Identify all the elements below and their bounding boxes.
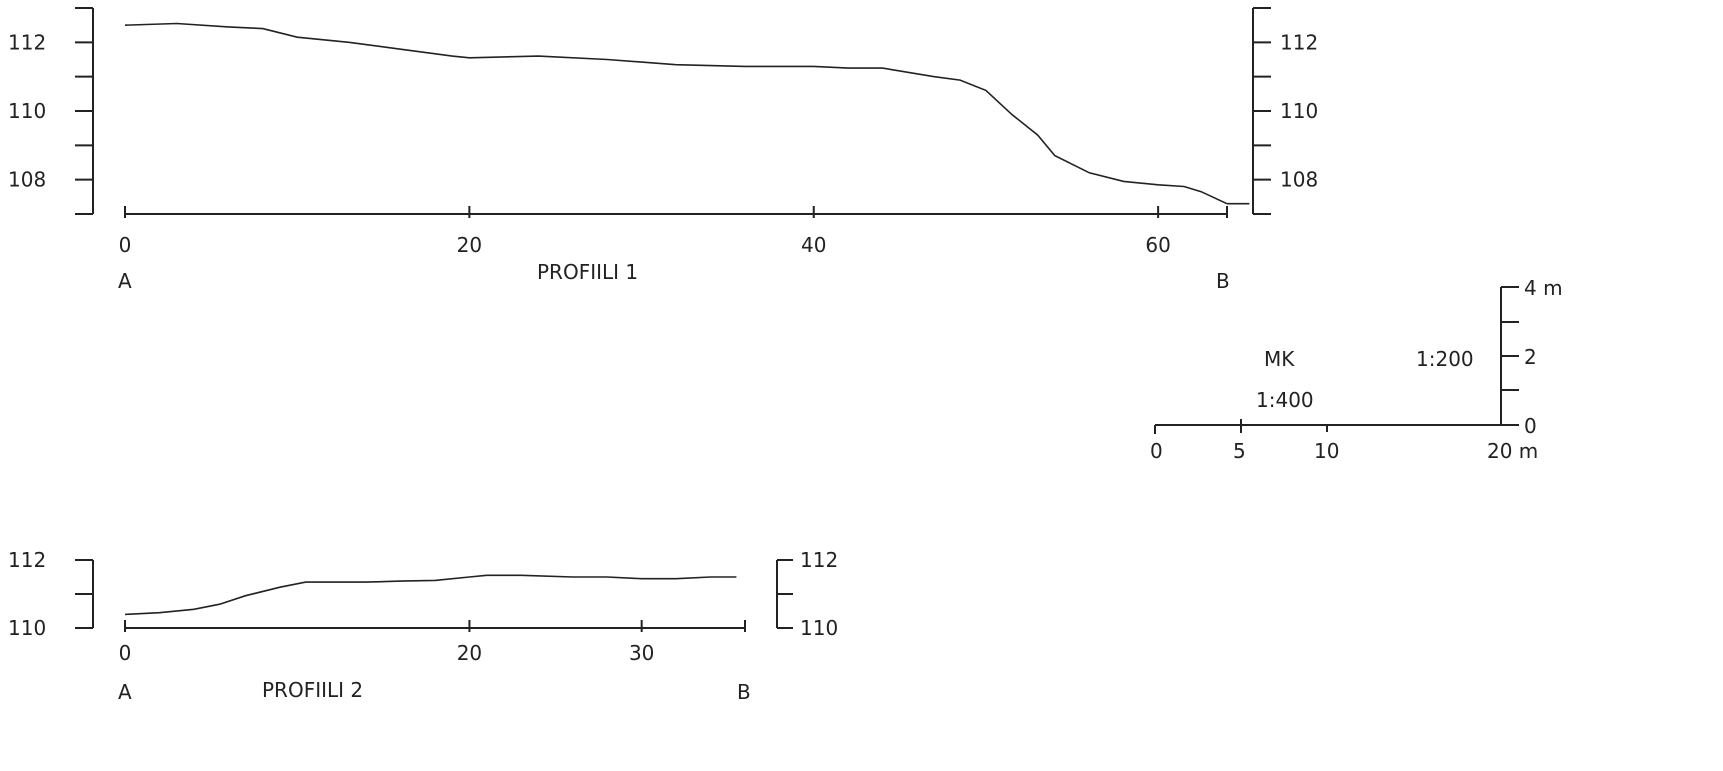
profile-1-right-elevation-axis: 108 110 112 [1252, 7, 1318, 215]
profile-1-start-label: A [118, 269, 132, 293]
profile-1-left-y-tick-label: 108 [8, 168, 46, 192]
profile-2: 110 112 110 112 0 20 30 A B PROFIILI 2 [8, 548, 838, 704]
profile-2-right-y-tick-label: 110 [800, 616, 838, 640]
scale-h-tick-label: 5 [1233, 439, 1246, 463]
profile-1-left-y-tick-label: 110 [8, 99, 46, 123]
profile-2-start-label: A [118, 680, 132, 704]
scale-horizontal-ratio: 1:400 [1256, 388, 1314, 412]
profile-1: 108 110 112 108 110 112 0 20 40 60 A B PROFIILI… [8, 7, 1318, 293]
profile-1-right-y-tick-label: 112 [1280, 30, 1318, 54]
profile-1-end-label: B [1216, 269, 1230, 293]
profile-2-distance-axis: 0 20 30 [119, 620, 746, 665]
profile-2-x-tick-label: 0 [119, 641, 132, 665]
profile-1-line [124, 22, 1228, 205]
profile-2-left-elevation-axis: 110 112 [8, 548, 94, 640]
profile-2-left-y-tick-label: 112 [8, 548, 46, 572]
scale-h-tick-label: 20 m [1487, 439, 1538, 463]
profile-2-end-label: B [737, 680, 751, 704]
profile-1-distance-axis: 0 20 40 60 [119, 206, 1228, 257]
scale-h-tick-label: 10 [1314, 439, 1339, 463]
profile-2-x-tick-label: 20 [457, 641, 482, 665]
profile-1-x-tick-label: 40 [801, 233, 826, 257]
profile-2-line [124, 574, 737, 616]
profile-1-x-tick-label: 60 [1145, 233, 1170, 257]
scale-title: MK [1264, 347, 1295, 371]
profile-2-title: PROFIILI 2 [262, 678, 363, 702]
scale-v-tick-label: 2 [1524, 345, 1537, 369]
scale-vertical-ratio: 1:200 [1416, 347, 1474, 371]
profile-2-right-elevation-axis: 110 112 [776, 548, 838, 640]
profile-1-x-tick-label: 20 [457, 233, 482, 257]
profile-1-title: PROFIILI 1 [537, 260, 638, 284]
profile-1-right-y-tick-label: 108 [1280, 168, 1318, 192]
profile-2-left-y-tick-label: 110 [8, 616, 46, 640]
profile-1-right-y-tick-label: 110 [1280, 99, 1318, 123]
profile-1-left-elevation-axis: 108 110 112 [8, 7, 94, 215]
scale-v-tick-label: 4 m [1524, 276, 1563, 300]
scale-h-tick-label: 0 [1150, 439, 1163, 463]
scale-v-tick-label: 0 [1524, 414, 1537, 438]
profile-1-x-tick-label: 0 [119, 233, 132, 257]
profile-1-left-y-tick-label: 112 [8, 30, 46, 54]
profile-2-x-tick-label: 30 [629, 641, 654, 665]
profile-2-right-y-tick-label: 112 [800, 548, 838, 572]
scale-bar: 0 5 10 20 m 0 2 4 m MK 1:200 1:400 [1150, 276, 1563, 463]
